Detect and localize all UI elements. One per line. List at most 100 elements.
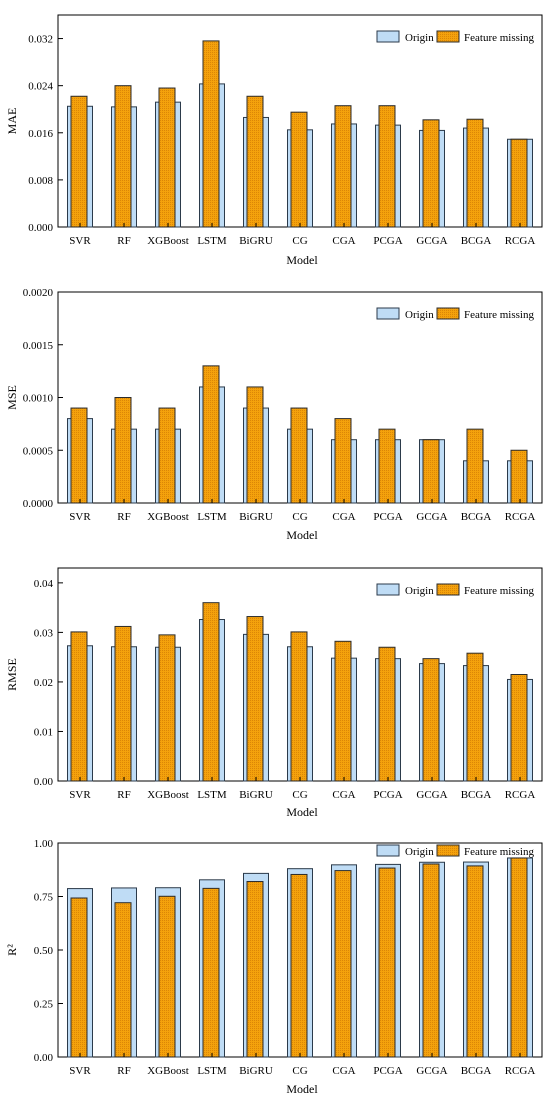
- bar-missing-LSTM: [202, 40, 220, 228]
- y-tick-label: 0.00: [34, 776, 54, 788]
- legend-label-origin: Origin: [405, 846, 434, 858]
- bar-missing-RCGA: [510, 674, 528, 782]
- x-tick-label: CG: [292, 1065, 307, 1077]
- y-tick-label: 0.0000: [23, 498, 54, 510]
- legend-swatch-origin: [376, 30, 400, 43]
- bar-missing-BCGA: [466, 428, 484, 504]
- x-tick-label: XGBoost: [147, 789, 189, 801]
- y-tick-label: 0.01: [34, 726, 53, 738]
- x-tick-label: CGA: [332, 789, 355, 801]
- y-tick-label: 0.0020: [23, 287, 54, 299]
- bar-missing-XGBoost: [158, 407, 176, 504]
- y-tick-label: 0.75: [34, 892, 54, 904]
- x-tick-label: BCGA: [461, 511, 492, 523]
- bar-missing-RCGA: [510, 857, 528, 1058]
- y-axis-label: RMSE: [5, 658, 19, 691]
- x-tick-label: XGBoost: [147, 511, 189, 523]
- y-tick-label: 0.50: [34, 945, 54, 957]
- y-tick-label: 0.016: [28, 128, 53, 140]
- legend-label-missing: Feature missing: [464, 846, 534, 858]
- x-tick-label: LSTM: [197, 235, 227, 247]
- x-tick-label: LSTM: [197, 1065, 227, 1077]
- legend-swatch-missing: [436, 307, 460, 320]
- x-tick-label: SVR: [69, 789, 91, 801]
- x-tick-label: XGBoost: [147, 1065, 189, 1077]
- x-tick-label: RCGA: [505, 1065, 536, 1077]
- x-tick-label: RF: [117, 1065, 130, 1077]
- legend-label-origin: Origin: [405, 32, 434, 44]
- x-tick-label: SVR: [69, 1065, 91, 1077]
- bar-missing-PCGA: [378, 105, 396, 228]
- y-tick-label: 0.0015: [23, 340, 54, 352]
- x-tick-label: LSTM: [197, 789, 227, 801]
- x-tick-label: CG: [292, 789, 307, 801]
- legend-swatch-missing: [436, 844, 460, 857]
- x-tick-label: SVR: [69, 511, 91, 523]
- bar-missing-CG: [290, 631, 308, 782]
- x-tick-label: GCGA: [416, 789, 447, 801]
- legend-label-missing: Feature missing: [464, 309, 534, 321]
- bar-missing-SVR: [70, 407, 88, 504]
- x-tick-label: BiGRU: [239, 511, 273, 523]
- y-tick-label: 0.0005: [23, 445, 54, 457]
- x-tick-label: RCGA: [505, 511, 536, 523]
- legend: Origin Feature missing: [376, 307, 534, 321]
- y-tick-label: 0.0010: [23, 393, 54, 405]
- y-tick-label: 1.00: [34, 838, 54, 850]
- bar-missing-PCGA: [378, 428, 396, 504]
- x-tick-label: BCGA: [461, 1065, 492, 1077]
- x-tick-label: XGBoost: [147, 235, 189, 247]
- bar-missing-RF: [114, 85, 132, 228]
- legend-label-origin: Origin: [405, 309, 434, 321]
- y-axis-label: MSE: [5, 385, 19, 410]
- y-tick-label: 0.03: [34, 627, 54, 639]
- bar-missing-XGBoost: [158, 87, 176, 228]
- x-tick-label: PCGA: [373, 511, 402, 523]
- bar-missing-RF: [114, 902, 132, 1058]
- x-tick-label: CGA: [332, 511, 355, 523]
- bar-missing-BiGRU: [246, 881, 264, 1058]
- x-tick-label: CGA: [332, 235, 355, 247]
- bar-missing-CGA: [334, 418, 352, 504]
- legend: Origin Feature missing: [376, 30, 534, 44]
- chart-mae: 0.000 0.008 0.016 0.024 0.032 MAE SVR RF XGBoost…: [5, 14, 543, 267]
- bar-missing-BCGA: [466, 118, 484, 228]
- y-tick-label: 0.008: [28, 175, 53, 187]
- chart-rmse: 0.00 0.01 0.02 0.03 0.04 RMSE SVR RF XGBoost LSTM…: [5, 567, 543, 819]
- bar-missing-CGA: [334, 870, 352, 1058]
- legend-label-missing: Feature missing: [464, 32, 534, 44]
- bar-missing-SVR: [70, 897, 88, 1058]
- y-tick-label: 0.04: [34, 578, 54, 590]
- y-tick-label: 0.25: [34, 999, 54, 1011]
- bar-missing-GCGA: [422, 119, 440, 228]
- legend-label-missing: Feature missing: [464, 585, 534, 597]
- bar-missing-CGA: [334, 640, 352, 782]
- bar-missing-BiGRU: [246, 386, 264, 504]
- legend-swatch-missing: [436, 30, 460, 43]
- x-axis-label: Model: [286, 528, 318, 542]
- bar-missing-RCGA: [510, 449, 528, 504]
- x-tick-label: LSTM: [197, 511, 227, 523]
- x-axis-label: Model: [286, 253, 318, 267]
- legend: Origin Feature missing: [376, 844, 534, 858]
- bar-missing-CGA: [334, 105, 352, 228]
- x-tick-label: BCGA: [461, 235, 492, 247]
- bar-missing-PCGA: [378, 646, 396, 782]
- bar-missing-XGBoost: [158, 895, 176, 1058]
- bar-missing-RCGA: [510, 138, 528, 228]
- bar-missing-BCGA: [466, 652, 484, 782]
- legend-swatch-origin: [376, 583, 400, 596]
- x-tick-label: RCGA: [505, 235, 536, 247]
- bar-missing-SVR: [70, 95, 88, 228]
- x-tick-label: GCGA: [416, 511, 447, 523]
- legend-swatch-missing: [436, 583, 460, 596]
- x-tick-label: BiGRU: [239, 235, 273, 247]
- legend-label-origin: Origin: [405, 585, 434, 597]
- bar-missing-PCGA: [378, 867, 396, 1058]
- bar-missing-CG: [290, 407, 308, 504]
- x-tick-label: BCGA: [461, 789, 492, 801]
- y-axis-label: MAE: [5, 108, 19, 135]
- y-tick-label: 0.000: [28, 222, 53, 234]
- y-tick-label: 0.024: [28, 81, 53, 93]
- bar-missing-BiGRU: [246, 616, 264, 782]
